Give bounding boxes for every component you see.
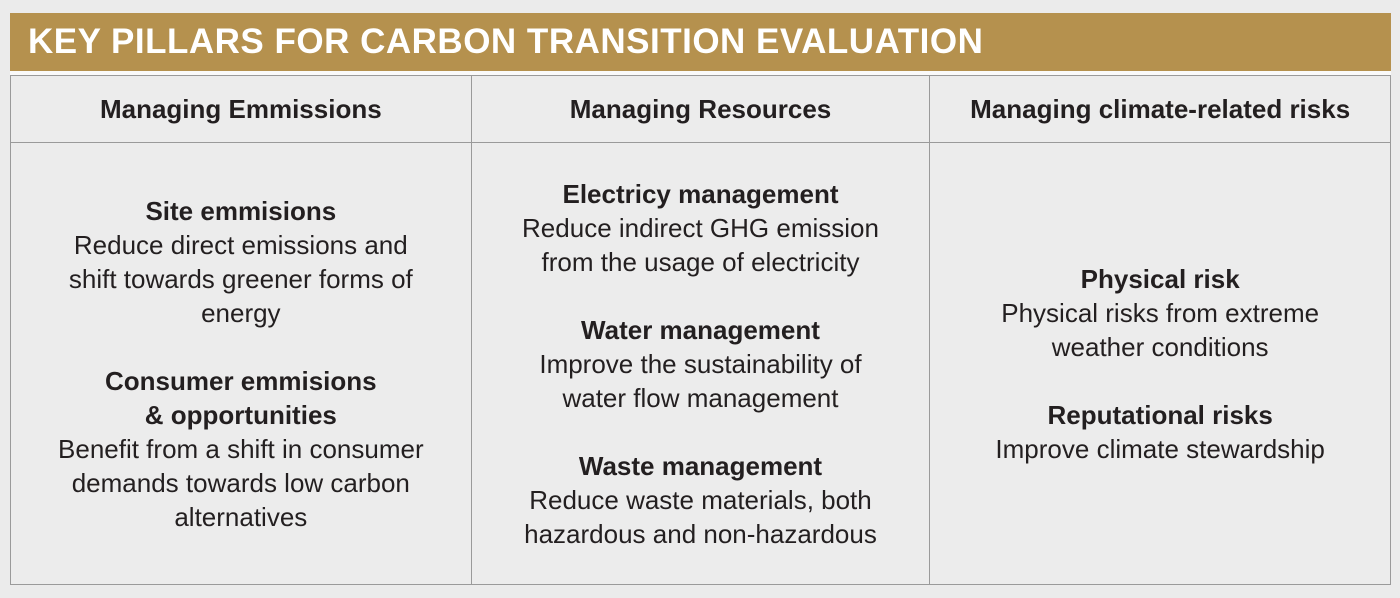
entry-description: Reduce waste materials, both hazardous a… (524, 484, 877, 549)
page-title: KEY PILLARS FOR CARBON TRANSITION EVALUA… (10, 13, 1391, 75)
entry-reputational-risks: Reputational risks Improve climate stewa… (995, 398, 1324, 466)
column-header-managing-resources: Managing Resources (470, 76, 931, 143)
column-body-managing-climate-risks: Physical risk Physical risks from extrem… (930, 143, 1390, 584)
entry-description: Reduce indirect GHG emission from the us… (522, 212, 879, 277)
entry-title: Consumer emmisions & opportunities (105, 365, 377, 430)
entry-description: Improve climate stewardship (995, 433, 1325, 464)
entry-description: Improve the sustainability of water flow… (539, 348, 862, 413)
column-header-managing-emmissions: Managing Emmissions (11, 76, 471, 143)
column-header-managing-climate-risks: Managing climate-related risks (930, 76, 1390, 143)
column-body-managing-resources: Electricy management Reduce indirect GHG… (470, 143, 931, 584)
entry-title: Electricy management (562, 178, 839, 209)
entry-water-management: Water management Improve the sustainabil… (539, 313, 861, 415)
entry-consumer-emmisions: Consumer emmisions & opportunities Benef… (58, 364, 424, 534)
entry-title: Waste management (578, 450, 823, 481)
entry-description: Reduce direct emissions and shift toward… (68, 229, 413, 328)
entry-description: Benefit from a shift in consumer demands… (58, 433, 424, 532)
entry-electricy-management: Electricy management Reduce indirect GHG… (522, 177, 879, 279)
entry-waste-management: Waste management Reduce waste materials,… (524, 449, 877, 551)
entry-description: Physical risks from extreme weather cond… (1001, 297, 1320, 362)
entry-physical-risk: Physical risk Physical risks from extrem… (1001, 262, 1319, 364)
entry-site-emmisions: Site emmisions Reduce direct emissions a… (69, 194, 413, 330)
entry-title: Reputational risks (1047, 399, 1273, 430)
column-body-managing-emmissions: Site emmisions Reduce direct emissions a… (11, 143, 471, 584)
entry-title: Physical risk (1080, 263, 1240, 294)
entry-title: Water management (581, 314, 820, 345)
pillars-table: Managing Emmissions Site emmisions Reduc… (10, 75, 1391, 585)
entry-title: Site emmisions (145, 195, 337, 226)
